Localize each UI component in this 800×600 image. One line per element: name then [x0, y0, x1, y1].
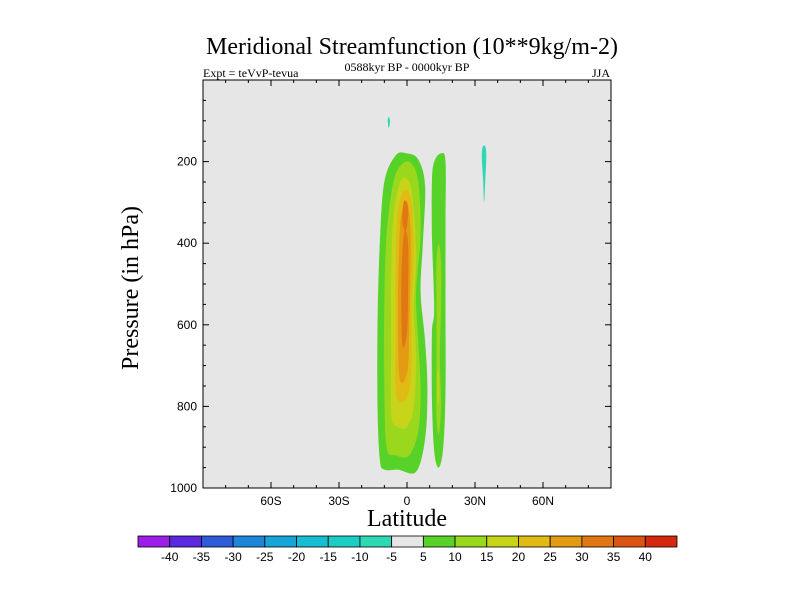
contour-neg-a [387, 116, 391, 128]
y-tick-label: 800 [177, 399, 197, 413]
contour-pos-30 [401, 230, 409, 348]
chart-title: Meridional Streamfunction (10**9kg/m-2) [206, 34, 618, 60]
colorbar-label: -35 [193, 550, 211, 564]
x-tick-label: 60S [260, 494, 281, 508]
right-label: JJA [592, 66, 610, 80]
x-tick-label: 60N [532, 494, 554, 508]
colorbar-label: 5 [420, 550, 427, 564]
colorbar-swatch [169, 535, 202, 548]
contour-pos-30b [402, 200, 409, 232]
colorbar-label: 25 [543, 550, 557, 564]
colorbar-swatch [391, 535, 424, 548]
y-tick-label: 200 [177, 155, 197, 169]
colorbar-label: 35 [607, 550, 621, 564]
title-group: Meridional Streamfunction (10**9kg/m-2) … [203, 34, 618, 80]
y-axis: 200 400 600 800 1000 [170, 79, 611, 495]
x-tick-label: 0 [404, 494, 411, 508]
x-tick-label: 30S [328, 494, 349, 508]
colorbar-swatch [264, 535, 297, 548]
colorbar-swatch [644, 535, 678, 548]
colorbar-label: -30 [224, 550, 242, 564]
contour-neg-b [481, 145, 487, 203]
colorbar-label: -10 [351, 550, 369, 564]
colorbar-swatch [486, 535, 519, 548]
colorbar-swatch [613, 535, 646, 548]
colorbar-label: 40 [639, 550, 653, 564]
contour-right-15 [437, 370, 440, 404]
colorbar-swatch [422, 535, 456, 548]
colorbar-swatch [201, 535, 234, 548]
contour-layer [377, 116, 487, 474]
x-tick-label: 30N [464, 494, 486, 508]
colorbar-swatch [454, 535, 488, 548]
y-tick-label: 400 [177, 236, 197, 250]
y-tick-label: 1000 [170, 481, 197, 495]
colorbar-swatch [137, 535, 171, 548]
colorbar-label: 20 [512, 550, 526, 564]
colorbar-label: -20 [288, 550, 306, 564]
colorbar: -40 -35 -30 -25 -20 -15 -10 -5 5 10 15 20 25 30 35 40 [137, 535, 678, 564]
colorbar-swatch [359, 535, 393, 548]
colorbar-label: 10 [448, 550, 462, 564]
center-label: 0588kyr BP - 0000kyr BP [345, 60, 470, 74]
colorbar-label: -15 [320, 550, 338, 564]
x-axis-label: Latitude [367, 506, 447, 532]
colorbar-swatch [232, 535, 266, 548]
colorbar-label: -5 [386, 550, 397, 564]
colorbar-swatch [518, 535, 551, 548]
colorbar-swatch [296, 535, 329, 548]
colorbar-swatch [581, 535, 614, 548]
colorbar-swatch [327, 535, 361, 548]
left-label: Expt = teVvP-tevua [203, 66, 299, 80]
y-axis-label: Pressure (in hPa) [118, 206, 144, 370]
x-axis: 60S 30S 0 30N 60N [202, 80, 612, 508]
colorbar-label: 30 [575, 550, 589, 564]
colorbar-label: -25 [256, 550, 274, 564]
y-tick-label: 600 [177, 318, 197, 332]
colorbar-label: 15 [480, 550, 494, 564]
colorbar-swatch [549, 535, 583, 548]
colorbar-label: -40 [161, 550, 179, 564]
